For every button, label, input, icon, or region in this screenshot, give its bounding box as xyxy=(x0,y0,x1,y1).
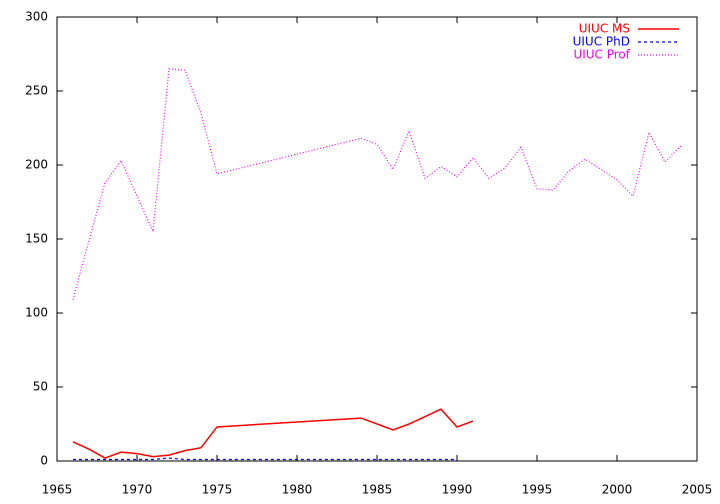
x-tick-label: 1975 xyxy=(202,483,233,497)
x-tick-label: 1970 xyxy=(122,483,153,497)
y-tick-label: 250 xyxy=(25,84,48,98)
y-tick-label: 0 xyxy=(40,454,48,468)
x-tick-label: 1980 xyxy=(282,483,313,497)
series-line xyxy=(72,408,474,459)
y-tick-label: 150 xyxy=(25,232,48,246)
y-tick-label: 300 xyxy=(25,10,48,24)
x-tick-label: 1990 xyxy=(442,483,473,497)
x-tick-label: 1985 xyxy=(362,483,393,497)
x-tick-label: 2000 xyxy=(602,483,633,497)
y-tick-label: 100 xyxy=(25,306,48,320)
x-tick-label: 1965 xyxy=(42,483,73,497)
legend-label: UIUC MS xyxy=(579,22,630,36)
plot-frame xyxy=(56,16,698,462)
legend-label: UIUC Prof xyxy=(573,48,630,62)
y-tick-label: 200 xyxy=(25,158,48,172)
x-tick-label: 2005 xyxy=(682,483,713,497)
series-line xyxy=(73,457,457,461)
series-line xyxy=(72,68,682,300)
x-tick-label: 1995 xyxy=(522,483,553,497)
legend-label: UIUC PhD xyxy=(573,35,630,49)
y-tick-label: 50 xyxy=(33,380,48,394)
